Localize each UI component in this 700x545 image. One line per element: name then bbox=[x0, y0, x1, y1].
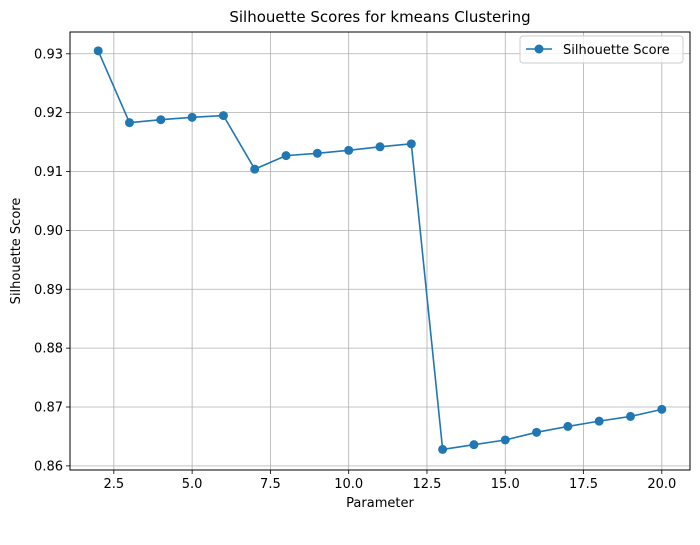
data-point bbox=[563, 421, 573, 431]
y-axis: 0.86 0.87 0.88 0.89 0.90 0.91 0.92 0.93 bbox=[34, 47, 70, 474]
y-tick-label: 0.93 bbox=[34, 47, 63, 62]
x-tick-label: 5.0 bbox=[182, 477, 203, 492]
y-tick-label: 0.87 bbox=[34, 401, 63, 416]
data-point bbox=[93, 46, 103, 56]
data-point bbox=[156, 115, 166, 125]
y-axis-title: Silhouette Score bbox=[9, 198, 24, 305]
data-point bbox=[250, 164, 260, 174]
data-point bbox=[594, 416, 604, 426]
x-tick-label: 20.0 bbox=[647, 477, 676, 492]
data-point bbox=[218, 111, 228, 121]
legend: Silhouette Score bbox=[519, 35, 684, 64]
y-tick-label: 0.91 bbox=[34, 165, 63, 180]
data-point bbox=[344, 145, 354, 155]
data-point bbox=[406, 139, 416, 149]
x-tick-label: 2.5 bbox=[103, 477, 124, 492]
data-point bbox=[626, 411, 636, 421]
x-tick-label: 10.0 bbox=[334, 477, 363, 492]
series-layer bbox=[93, 46, 667, 454]
data-point bbox=[124, 118, 134, 128]
data-point bbox=[469, 440, 479, 450]
x-tick-label: 7.5 bbox=[260, 477, 281, 492]
data-point bbox=[657, 404, 667, 414]
legend-box bbox=[519, 35, 684, 64]
y-tick-label: 0.86 bbox=[34, 459, 63, 474]
y-tick-label: 0.88 bbox=[34, 342, 63, 357]
y-tick-label: 0.90 bbox=[34, 224, 63, 239]
data-point bbox=[312, 148, 322, 158]
data-point bbox=[532, 427, 542, 437]
x-axis-title: Parameter bbox=[346, 496, 414, 511]
x-tick-label: 17.5 bbox=[569, 477, 598, 492]
legend-label: Silhouette Score bbox=[563, 43, 670, 58]
chart-title: Silhouette Scores for kmeans Clustering bbox=[229, 8, 530, 26]
y-tick-label: 0.89 bbox=[34, 283, 63, 298]
data-point bbox=[187, 112, 197, 122]
plot-frame bbox=[69, 31, 691, 471]
x-axis: 2.5 5.0 7.5 10.0 12.5 15.0 17.5 20.0 bbox=[103, 470, 676, 492]
data-point bbox=[281, 151, 291, 161]
x-tick-label: 12.5 bbox=[412, 477, 441, 492]
grid-lines bbox=[70, 32, 690, 470]
x-tick-label: 15.0 bbox=[491, 477, 520, 492]
data-point bbox=[500, 435, 510, 445]
data-point bbox=[375, 142, 385, 152]
y-tick-label: 0.92 bbox=[34, 106, 63, 121]
legend-marker-swatch bbox=[534, 44, 544, 54]
data-point bbox=[438, 444, 448, 454]
